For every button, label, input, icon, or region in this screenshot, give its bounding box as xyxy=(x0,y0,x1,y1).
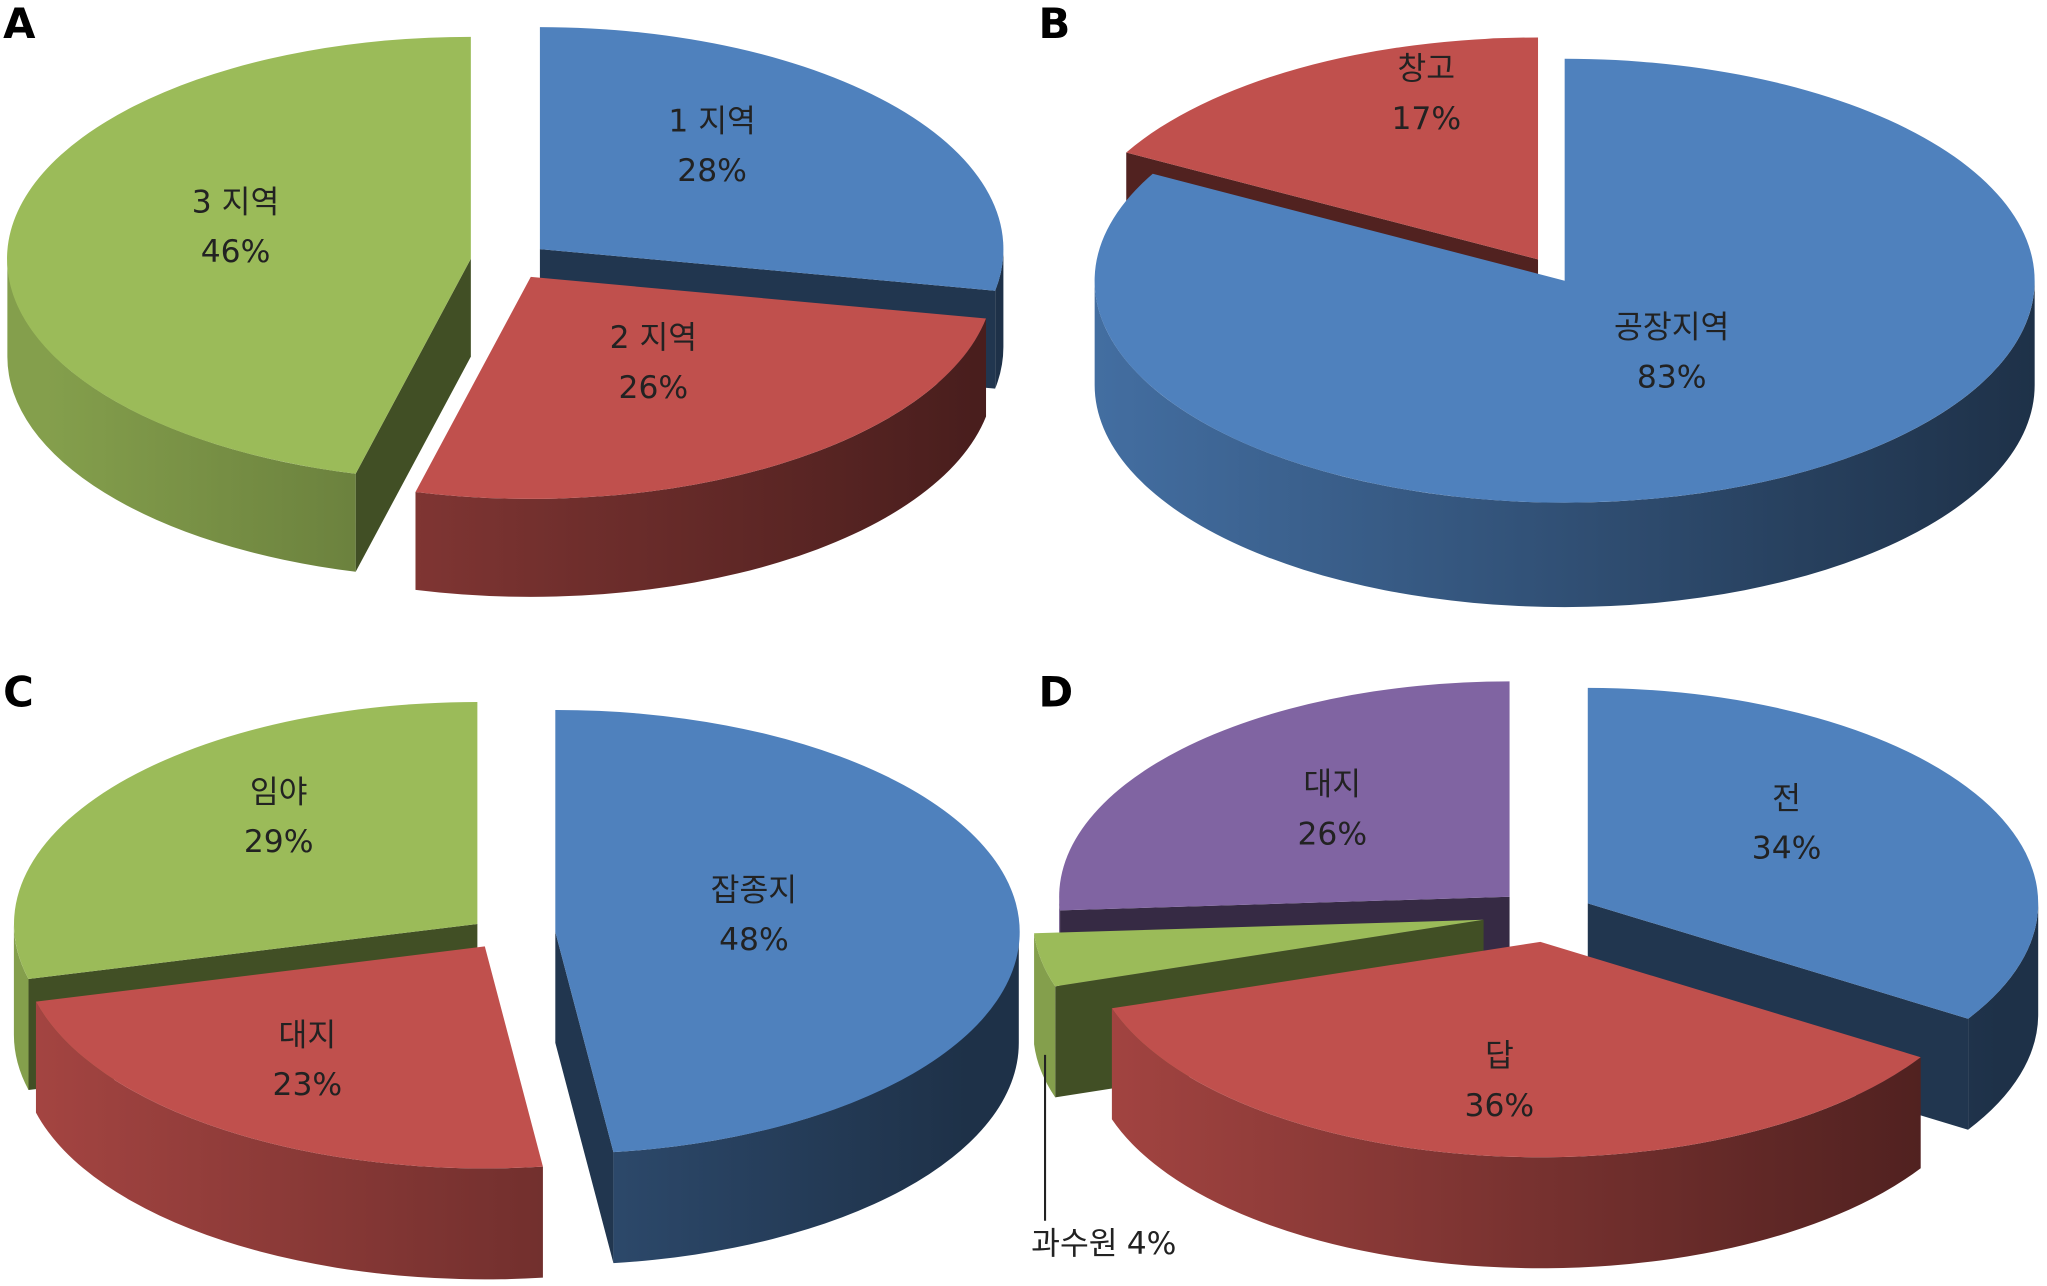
slice-outer-side xyxy=(35,1001,543,1280)
slice-category-label: 1 지역 xyxy=(668,103,756,139)
chart-c-slice-2 xyxy=(35,946,543,1280)
slice-outer-side xyxy=(1968,903,2039,1130)
slice-callout-label: 과수원 4% xyxy=(1031,1226,1176,1262)
slice-top-face xyxy=(7,36,471,474)
slice-outer-side xyxy=(1034,933,1056,1098)
pie-chart-a: A 1 지역 28% 2 지역 26% 3 지역 46% xyxy=(3,0,1004,597)
slice-radial-wall xyxy=(355,258,471,572)
slice-percent-label: 29% xyxy=(244,824,314,860)
slice-top-face xyxy=(555,709,1020,1153)
pie-chart-c: C 잡종지 48% 대지 23% 임야 29% xyxy=(3,667,1020,1280)
slice-percent-label: 36% xyxy=(1465,1088,1535,1124)
slice-radial-wall xyxy=(555,931,614,1264)
panel-label: C xyxy=(3,667,34,716)
slice-top-face xyxy=(35,946,543,1169)
slice-category-label: 창고 xyxy=(1397,51,1455,87)
slice-category-label: 대지 xyxy=(1303,767,1361,803)
slice-top-face xyxy=(1059,681,1510,911)
slice-percent-label: 46% xyxy=(201,234,271,270)
slice-labels: 1 지역 28% 2 지역 26% 3 지역 46% xyxy=(192,103,756,405)
slice-category-label: 대지 xyxy=(279,1017,337,1053)
slice-category-label: 과수원 xyxy=(1031,1226,1117,1262)
slice-top-face xyxy=(14,702,478,980)
slice-percent-label: 48% xyxy=(719,922,789,958)
chart-c-slice-1 xyxy=(555,709,1020,1264)
slice-category-label: 전 xyxy=(1772,781,1801,817)
slice-percent-label: 17% xyxy=(1391,101,1461,137)
slice-top-face xyxy=(1034,919,1484,987)
panel-label: B xyxy=(1039,0,1071,48)
slice-labels: 공장지역 83% 창고 17% xyxy=(1391,51,1729,395)
pie-body xyxy=(13,702,1020,1280)
slice-outer-side xyxy=(613,931,1019,1264)
slice-outer-side xyxy=(1094,280,2035,608)
slice-percent-label: 4% xyxy=(1127,1226,1177,1262)
slice-percent-label: 28% xyxy=(677,153,747,189)
slice-category-label: 공장지역 xyxy=(1614,310,1729,346)
chart-d-slice-2 xyxy=(1111,941,1921,1269)
slice-labels: 잡종지 48% 대지 23% 임야 29% xyxy=(244,774,797,1102)
pie-body xyxy=(7,27,1004,597)
slice-percent-label: 26% xyxy=(619,370,689,406)
slice-percent-label: 26% xyxy=(1297,816,1367,852)
chart-b-slice-1 xyxy=(1094,58,2035,608)
slice-top-face xyxy=(1094,58,2035,503)
slice-category-label: 2 지역 xyxy=(610,320,698,356)
slice-top-face xyxy=(415,276,987,499)
slice-category-label: 잡종지 xyxy=(711,872,797,908)
slice-outer-side xyxy=(995,249,1004,389)
slice-top-face xyxy=(1587,687,2039,1019)
slice-top-face xyxy=(1111,941,1921,1158)
slice-top-face xyxy=(1126,37,1539,260)
chart-a-slice-2 xyxy=(415,276,987,597)
panel-label: D xyxy=(1039,667,1074,716)
slice-outer-side xyxy=(13,923,29,1091)
slice-outer-side xyxy=(1111,1008,1921,1269)
pie-body xyxy=(1094,37,2035,608)
chart-a-slice-3 xyxy=(7,36,471,572)
slice-category-label: 임야 xyxy=(250,774,308,810)
pie-chart-d: D 전 34% 답 36% 과수원 4% 대지 26% xyxy=(1031,667,2039,1269)
slice-percent-label: 23% xyxy=(273,1067,343,1103)
slice-outer-side xyxy=(7,258,356,572)
slice-percent-label: 83% xyxy=(1637,359,1707,395)
slice-percent-label: 34% xyxy=(1752,831,1822,867)
slice-category-label: 답 xyxy=(1485,1038,1514,1074)
slice-labels: 전 34% 답 36% 과수원 4% 대지 26% xyxy=(1031,767,1821,1263)
pie-chart-b: B 공장지역 83% 창고 17% xyxy=(1039,0,2035,608)
pie-body xyxy=(1034,681,2039,1269)
panel-label: A xyxy=(3,0,36,48)
slice-outer-side xyxy=(415,318,987,597)
slice-category-label: 3 지역 xyxy=(192,184,280,220)
slice-top-face xyxy=(539,27,1004,291)
